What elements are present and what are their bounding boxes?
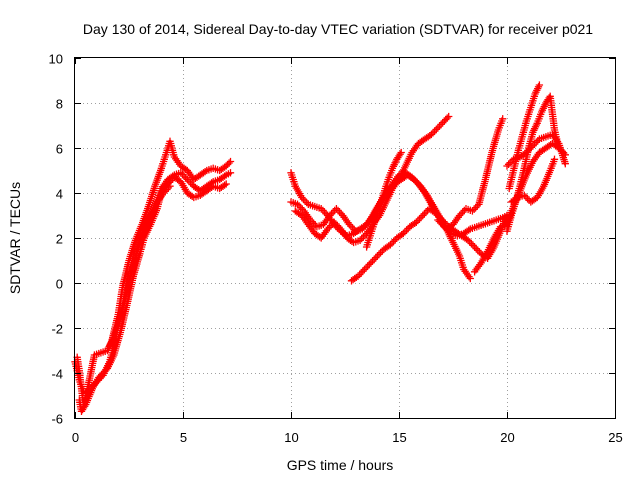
series-4	[105, 182, 174, 350]
data-points	[71, 81, 569, 415]
data-point	[499, 115, 507, 123]
x-tick-label: 20	[500, 430, 514, 445]
series-9	[362, 148, 405, 251]
y-axis-label: SDTVAR / TECUs	[7, 182, 23, 294]
data-point	[445, 112, 453, 121]
y-tick-label: 6	[56, 142, 63, 157]
y-tick-label: 0	[56, 277, 63, 292]
y-tick-label: 10	[49, 52, 63, 67]
series-14	[503, 130, 569, 170]
y-tick-label: 8	[56, 97, 63, 112]
data-point	[226, 157, 235, 166]
y-tick-label: -2	[51, 322, 63, 337]
x-axis-label: GPS time / hours	[287, 457, 394, 473]
y-axis-ticks: -6 -4 -2 0 2 4 6 8 10	[49, 52, 615, 427]
data-point	[535, 81, 544, 89]
series-15	[507, 155, 559, 206]
chart-title: Day 130 of 2014, Sidereal Day-to-day VTE…	[83, 21, 593, 37]
x-tick-label: 0	[72, 430, 79, 445]
x-tick-label: 10	[284, 430, 298, 445]
x-tick-label: 25	[608, 430, 622, 445]
series-13	[505, 81, 544, 193]
y-tick-label: 4	[56, 187, 63, 202]
x-axis-ticks: 0 5 10 15 20 25	[72, 58, 623, 445]
data-point	[550, 155, 559, 163]
x-tick-label: 5	[180, 430, 187, 445]
data-point	[466, 274, 474, 283]
data-point	[222, 180, 230, 188]
x-tick-label: 15	[392, 430, 406, 445]
series-10	[434, 115, 507, 233]
y-tick-label: 2	[56, 232, 63, 247]
data-point	[166, 182, 174, 190]
y-tick-label: -4	[51, 367, 63, 382]
series-2	[73, 137, 235, 409]
plot-frame	[74, 57, 616, 419]
y-tick-label: -6	[51, 412, 63, 427]
data-point	[397, 148, 405, 157]
data-point	[561, 160, 569, 168]
data-point	[226, 169, 235, 177]
